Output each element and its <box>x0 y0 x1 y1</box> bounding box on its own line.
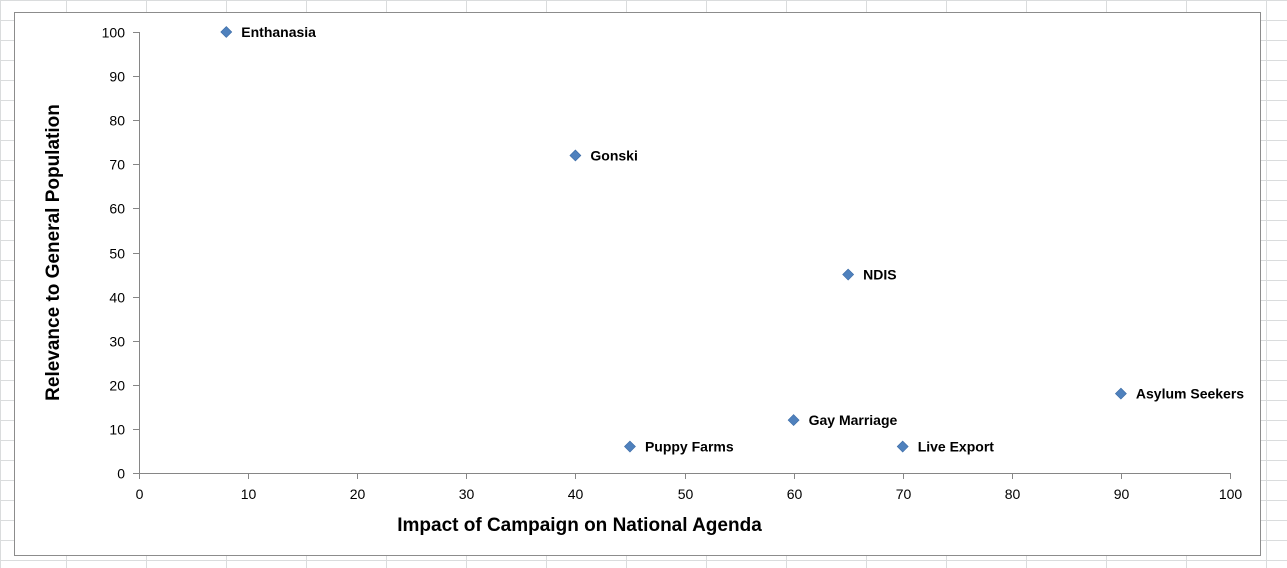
data-point-marker[interactable] <box>624 440 636 453</box>
scatter-plot: 0 10 20 30 40 50 60 70 80 90 100 0 10 20 30 40 50 60 70 80 9… <box>43 24 1244 536</box>
x-tick-label: 40 <box>568 486 584 502</box>
data-point-marker[interactable] <box>1114 387 1127 400</box>
y-tick-label: 70 <box>109 157 125 173</box>
data-point-marker[interactable] <box>569 149 582 162</box>
data-points <box>220 26 1127 453</box>
y-axis-title: Relevance to General Population <box>43 104 64 401</box>
y-tick-label: 30 <box>109 334 125 350</box>
x-tick-label: 60 <box>787 486 803 502</box>
x-tick-label: 10 <box>241 486 257 502</box>
y-tick-label: 40 <box>109 290 125 306</box>
y-tick-label: 80 <box>109 113 125 129</box>
data-point-marker[interactable] <box>787 414 800 427</box>
x-tick-label: 90 <box>1114 486 1130 502</box>
y-tick-label: 0 <box>117 466 125 482</box>
data-point-label: Asylum Seekers <box>1136 386 1244 402</box>
x-tick-label: 20 <box>350 486 366 502</box>
x-tick-label: 100 <box>1219 486 1243 502</box>
data-labels: Enthanasia Gonski NDIS Asylum Seekers Gay Ma… <box>241 24 1244 455</box>
y-tick-label: 50 <box>109 246 125 262</box>
data-point-marker[interactable] <box>896 440 909 453</box>
x-tick-label: 80 <box>1005 486 1021 502</box>
tick-labels: 0 10 20 30 40 50 60 70 80 90 100 0 10 20 30 40 50 60 70 80 9… <box>102 25 1243 503</box>
y-tick-label: 20 <box>109 378 125 394</box>
y-tick-label: 60 <box>109 201 125 217</box>
data-point-marker[interactable] <box>842 268 855 281</box>
data-point-label: Gay Marriage <box>809 412 898 428</box>
x-tick-label: 30 <box>459 486 475 502</box>
axes <box>133 32 1231 479</box>
y-tick-label: 90 <box>109 69 125 85</box>
data-point-label: NDIS <box>863 267 896 283</box>
data-point-label: Enthanasia <box>241 24 316 40</box>
x-axis-title: Impact of Campaign on National Agenda <box>397 515 762 536</box>
y-tick-label: 100 <box>102 25 126 41</box>
x-tick-label: 0 <box>136 486 144 502</box>
data-point-label: Puppy Farms <box>645 439 734 455</box>
data-point-marker[interactable] <box>220 26 233 38</box>
data-point-label: Live Export <box>918 439 995 455</box>
chart-area[interactable]: 0 10 20 30 40 50 60 70 80 90 100 0 10 20 30 40 50 60 70 80 9… <box>14 12 1261 556</box>
x-tick-label: 70 <box>896 486 912 502</box>
y-tick-label: 10 <box>109 422 125 438</box>
data-point-label: Gonski <box>590 147 637 163</box>
x-tick-label: 50 <box>678 486 694 502</box>
